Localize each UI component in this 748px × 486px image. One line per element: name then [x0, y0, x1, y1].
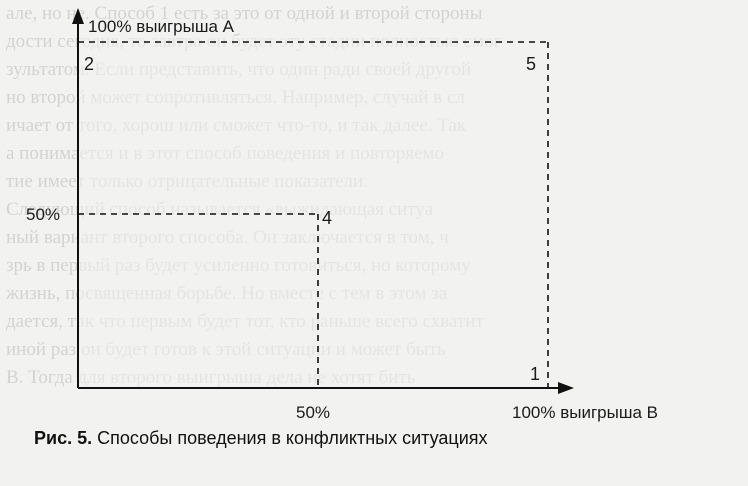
y-axis-arrow-icon	[72, 8, 84, 24]
x-axis-label: 100% выигрыша B	[512, 403, 658, 422]
conflict-behavior-diagram: 100% выигрыша A 100% выигрыша B 50% 50% …	[26, 8, 658, 422]
point-label-4: 4	[322, 208, 332, 228]
figure-caption-prefix: Рис. 5.	[34, 428, 93, 448]
figure-caption-text: Способы поведения в конфликтных ситуация…	[97, 428, 488, 448]
point-label-5: 5	[526, 54, 536, 74]
x-axis-arrow-icon	[558, 382, 574, 394]
y-mid-label: 50%	[26, 205, 60, 224]
x-mid-label: 50%	[296, 403, 330, 422]
point-label-1: 1	[530, 364, 540, 384]
figure-caption: Рис. 5. Способы поведения в конфликтных …	[30, 426, 492, 451]
background-text-line: але, но не. Способ 1 есть за это от одно…	[6, 3, 483, 24]
y-axis-label: 100% выигрыша A	[88, 17, 235, 36]
point-label-2: 2	[84, 54, 94, 74]
